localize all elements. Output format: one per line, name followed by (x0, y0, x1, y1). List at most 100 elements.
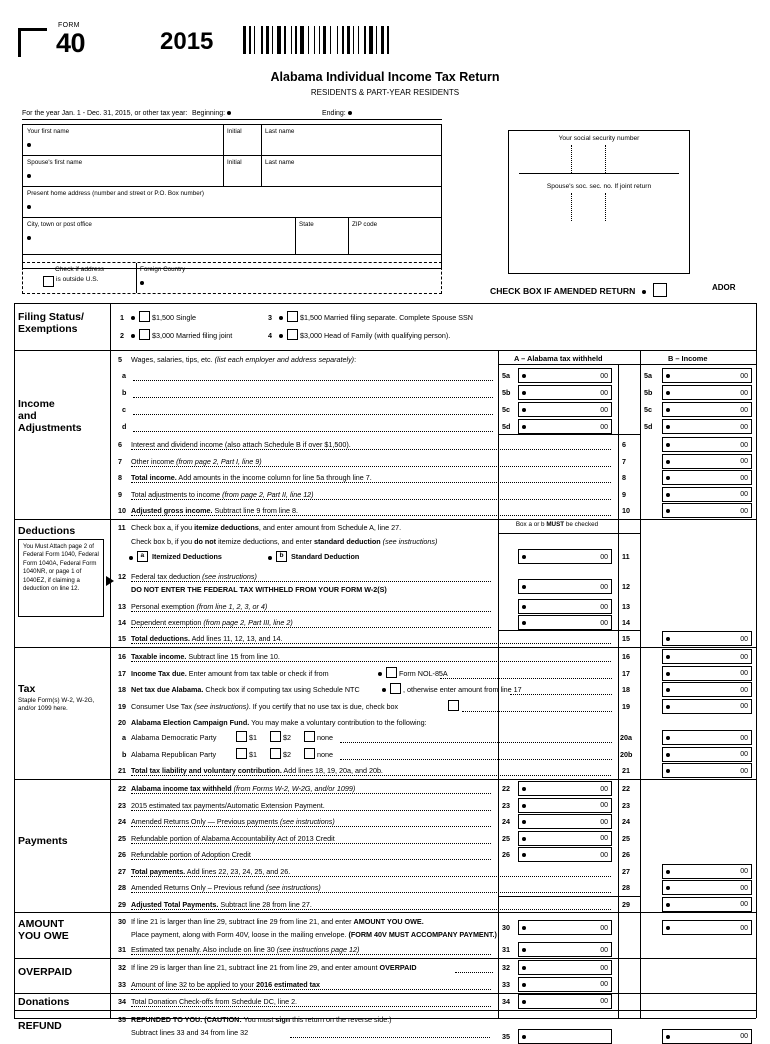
line-18-tail-label: , otherwise enter amount from line 17 (403, 685, 522, 694)
line-19-checkbox[interactable] (448, 699, 459, 711)
line-13-amount[interactable]: 00 (518, 599, 612, 614)
line-7-amount[interactable]: 00 (662, 453, 752, 469)
leader-dots (131, 611, 491, 612)
line-32-amount[interactable]: 00 (518, 960, 612, 975)
line-30-amount-b[interactable]: 00 (662, 920, 752, 935)
income-a-col-a-amount[interactable]: 00 (518, 368, 612, 383)
line-20b-label: Alabama Republican Party (131, 749, 217, 759)
line-20a-amount[interactable]: 00 (662, 730, 752, 745)
leader-dots (131, 1005, 491, 1007)
line-24-label: Amended Returns Only — Previous payments… (131, 817, 335, 826)
line-20b-amount[interactable]: 00 (662, 746, 752, 762)
state-label: State (299, 221, 314, 228)
filing-status-4-checkbox[interactable] (287, 329, 298, 340)
city-input[interactable] (27, 233, 31, 242)
line-5-label: Wages, salaries, tips, etc. (list each e… (131, 355, 357, 364)
income-sub-d-letter: d (122, 422, 127, 431)
filing-status-1-checkbox[interactable] (139, 311, 150, 322)
line-20b-none-checkbox[interactable] (304, 747, 315, 759)
filing-status-3-label: $1,500 Married filing separate. Complete… (300, 313, 473, 322)
line-29-amount[interactable]: 00 (662, 896, 752, 912)
line-24-amount[interactable]: 00 (518, 814, 612, 829)
rule-horizontal (14, 350, 756, 351)
line-22-amount[interactable]: 00 (518, 781, 612, 796)
line-33-amount[interactable]: 00 (518, 976, 612, 992)
income-a-col-b-amount[interactable]: 00 (662, 368, 752, 383)
line-31-amount[interactable]: 00 (518, 942, 612, 957)
income-d-col-a-amount[interactable]: 00 (518, 419, 612, 434)
line-9-amount[interactable]: 00 (662, 486, 752, 502)
outside-us-checkbox[interactable] (43, 276, 54, 287)
line-27-label: Total payments. Add lines 22, 23, 24, 25… (131, 866, 291, 876)
leader-dots (340, 742, 612, 743)
line-25-amount[interactable]: 00 (518, 830, 612, 846)
line-20a-$2-checkbox[interactable] (270, 731, 281, 742)
first-name-input[interactable] (27, 140, 31, 149)
line-27-amount[interactable]: 00 (662, 863, 752, 879)
line-11-amount-a[interactable]: 00 (518, 549, 612, 564)
line-19-label: Consumer Use Tax (see instructions). If … (131, 701, 399, 711)
line-30-number: 30 (118, 917, 126, 926)
line-29-label: Adjusted Total Payments. Subtract line 2… (131, 899, 312, 909)
rule-horizontal (14, 303, 756, 304)
income-d-col-b-amount[interactable]: 00 (662, 419, 752, 434)
line-17-amount[interactable]: 00 (662, 665, 752, 681)
line-14-amount[interactable]: 00 (518, 615, 612, 630)
income-c-col-b-amount[interactable]: 00 (662, 402, 752, 417)
line-30-amount[interactable]: 00 (518, 920, 612, 935)
spouse-ssn-input[interactable] (523, 193, 675, 221)
line-20b-$1-checkbox[interactable] (236, 747, 247, 759)
your-ssn-input[interactable] (523, 145, 675, 173)
line-34-amount[interactable]: 00 (518, 993, 612, 1009)
line-35-amount-b[interactable]: 00 (662, 1028, 752, 1044)
foreign-country-input[interactable] (140, 278, 144, 287)
amended-return-checkbox[interactable] (653, 283, 668, 297)
spouse-ssn-label: Spouse's soc. sec. no. If joint return (546, 183, 652, 190)
spouse-last-name-label: Last name (265, 159, 295, 166)
line-18-checkbox[interactable] (390, 683, 401, 694)
line-8-amount[interactable]: 00 (662, 470, 752, 485)
line-26-amount[interactable]: 00 (518, 847, 612, 862)
line-20a-none-checkbox[interactable] (304, 731, 315, 742)
line-6-amount[interactable]: 00 (662, 437, 752, 452)
line-20b-$1-label: $1 (249, 749, 257, 759)
line-35-amount[interactable] (518, 1028, 612, 1044)
line-19-amount[interactable]: 00 (662, 698, 752, 714)
filing-status-2-checkbox[interactable] (139, 329, 150, 340)
leader-dots (131, 643, 611, 644)
section-overpaid: OVERPAID (18, 966, 73, 978)
line-20a-$1-checkbox[interactable] (236, 731, 247, 742)
income-b-col-a-amount[interactable]: 00 (518, 385, 612, 400)
ending-field[interactable]: Ending: (322, 110, 352, 117)
beginning-field[interactable]: Beginning: (192, 110, 232, 117)
line-15-amount[interactable]: 00 (662, 631, 752, 646)
income-b-col-b-amount[interactable]: 00 (662, 385, 752, 400)
line-11-rownum-left: 11 (622, 552, 630, 561)
line-17-nol-checkbox[interactable] (386, 666, 397, 678)
option-b-checkbox[interactable] (276, 551, 287, 562)
line-21-amount[interactable]: 00 (662, 763, 752, 778)
line-28-amount[interactable]: 00 (662, 880, 752, 895)
filing-status-2-dot (131, 334, 135, 338)
line-23-amount[interactable]: 00 (518, 797, 612, 813)
line-16-rownum: 16 (622, 652, 630, 661)
line-25-number: 25 (118, 833, 126, 843)
line-35-number: 35 (118, 1014, 126, 1024)
line-20a-rownum: 20a (620, 733, 632, 742)
option-a-checkbox[interactable] (137, 551, 148, 562)
address-input[interactable] (27, 202, 31, 211)
option-a-label: Itemized Deductions (152, 552, 222, 561)
income-c-col-a-amount[interactable]: 00 (518, 402, 612, 417)
spouse-first-name-input[interactable] (27, 171, 31, 180)
line-16-amount[interactable]: 00 (662, 649, 752, 664)
line-15-label: Total deductions. Add lines 11, 12, 13, … (131, 634, 283, 643)
line-17-nol-label: Form NOL-85A (399, 668, 448, 678)
line-12-warning: DO NOT ENTER THE FEDERAL TAX WITHHELD FR… (131, 585, 387, 594)
line-10-amount[interactable]: 00 (662, 503, 752, 518)
line-18-amount[interactable]: 00 (662, 682, 752, 697)
section-tax: Tax (18, 683, 36, 695)
line-20b-$2-checkbox[interactable] (270, 747, 281, 759)
line-12-amount[interactable]: 00 (518, 579, 612, 594)
filing-status-3-checkbox[interactable] (287, 311, 298, 322)
line-11b-label: Check box b, if you do not itemize deduc… (131, 537, 438, 546)
